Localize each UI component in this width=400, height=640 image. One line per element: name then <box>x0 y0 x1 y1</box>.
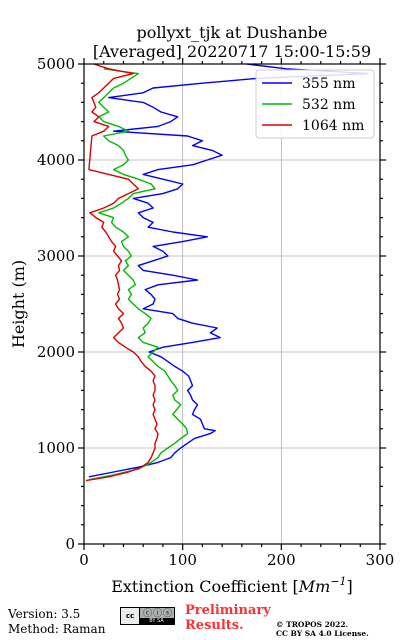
series-line-532-nm <box>88 68 189 481</box>
preliminary-line1: Preliminary <box>185 603 271 618</box>
chart-title-line2: [Averaged] 20220717 15:00-15:59 <box>93 42 371 61</box>
copyright-line1: © TROPOS 2022. <box>276 620 349 629</box>
by-sa-icon: ⓒⓘⓢ <box>143 609 174 619</box>
copyright-line2: CC BY SA 4.0 License. <box>276 629 369 638</box>
x-tick-label: 100 <box>168 551 197 569</box>
legend-label: 1064 nm <box>302 118 364 134</box>
x-axis-label: Extinction Coefficient [Mm−1] <box>111 575 353 596</box>
preliminary-line2: Results. <box>185 618 244 633</box>
x-axis-label-main: Extinction Coefficient [ <box>111 577 299 596</box>
y-tick-label: 2000 <box>37 343 75 361</box>
series-line-1064-nm <box>85 63 159 482</box>
copyright-note: © TROPOS 2022. CC BY SA 4.0 License. <box>276 620 369 638</box>
preliminary-results-note: Preliminary Results. <box>185 603 271 633</box>
x-tick-label: 0 <box>79 551 89 569</box>
y-tick-label: 1000 <box>37 439 75 457</box>
cc-icon: cc <box>121 608 140 624</box>
legend-label: 532 nm <box>302 97 355 113</box>
x-tick-label: 300 <box>366 551 395 569</box>
chart-title-line1: pollyxt_tjk at Dushanbe <box>136 23 327 42</box>
legend-label: 355 nm <box>302 76 355 92</box>
legend: 355 nm 532 nm 1064 nm <box>255 69 375 139</box>
y-tick-label: 3000 <box>37 247 75 265</box>
method-text: Method: Raman <box>8 622 106 636</box>
x-axis-label-close: ] <box>347 577 353 596</box>
data-series <box>85 63 369 482</box>
version-text: Version: 3.5 <box>8 607 81 621</box>
y-tick-label: 0 <box>65 535 75 553</box>
x-tick-label: 200 <box>267 551 296 569</box>
plot-frame <box>83 63 381 545</box>
legend-box <box>255 69 375 139</box>
x-axis-label-exponent: −1 <box>330 575 346 588</box>
series-line-355-nm <box>88 63 369 478</box>
license-tag: BY SA <box>139 618 174 624</box>
x-axis-label-unit: Mm <box>298 577 331 596</box>
y-tick-label: 4000 <box>37 151 75 169</box>
cc-license-logo: cc ⓒⓘⓢ BY SA <box>120 607 175 625</box>
y-axis-label: Height (m) <box>9 260 28 348</box>
y-tick-label: 5000 <box>37 55 75 73</box>
